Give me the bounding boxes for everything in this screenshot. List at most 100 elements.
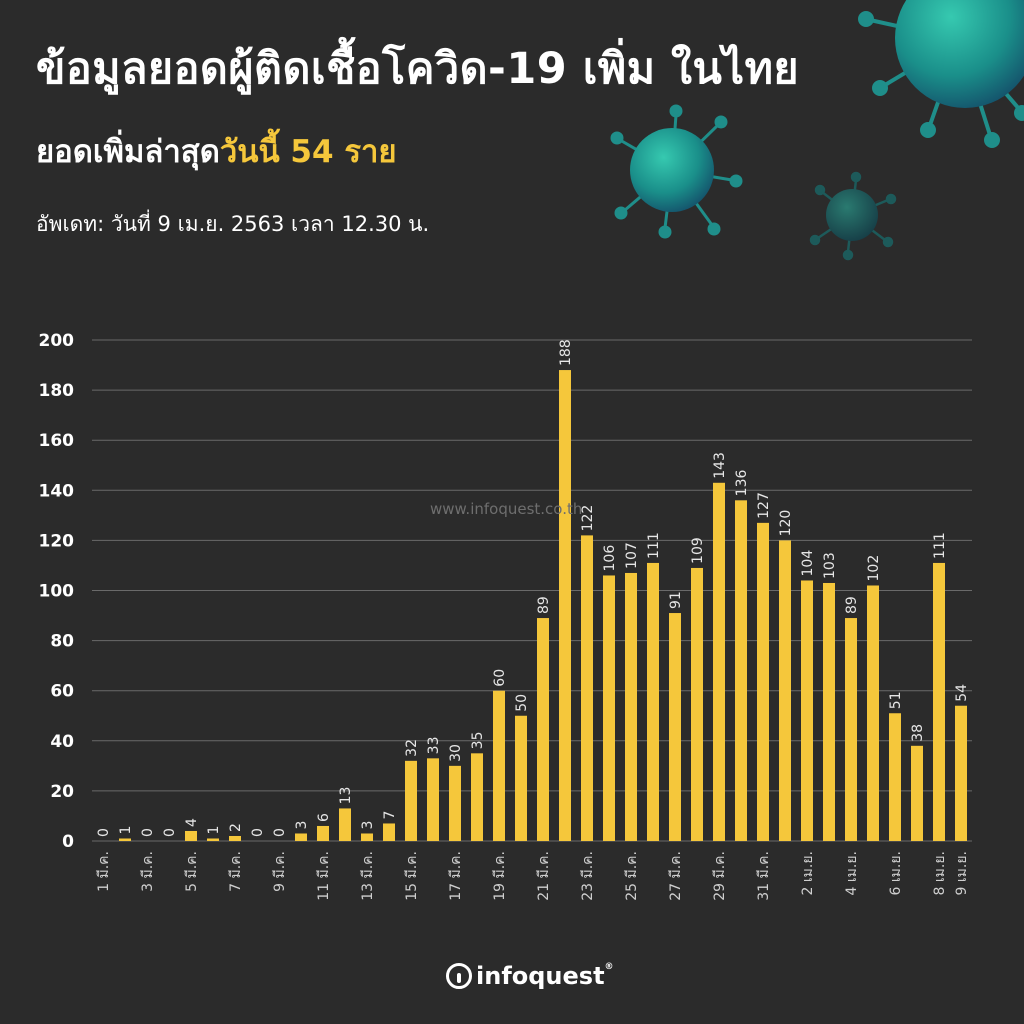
data-label: 89 xyxy=(536,596,552,614)
data-label: 91 xyxy=(668,591,684,609)
x-tick-label: 11 มี.ค. xyxy=(316,851,332,901)
logo-text-main: infoquest xyxy=(476,962,605,990)
virus-icon-medium xyxy=(610,104,743,239)
bar xyxy=(383,823,395,841)
data-label: 1 xyxy=(118,826,134,835)
y-tick-label: 180 xyxy=(39,381,75,401)
y-tick-label: 120 xyxy=(39,531,75,551)
subtitle: ยอดเพิ่มล่าสุดวันนี้ 54 ราย xyxy=(36,126,397,176)
data-label: 30 xyxy=(448,744,464,762)
data-label: 3 xyxy=(294,821,310,830)
bar xyxy=(823,582,835,841)
x-tick-label: 29 มี.ค. xyxy=(712,851,728,901)
x-tick-label: 9 มี.ค. xyxy=(272,851,288,892)
bar xyxy=(317,825,329,841)
x-tick-label: 21 มี.ค. xyxy=(536,851,552,901)
x-tick-label: 27 มี.ค. xyxy=(668,851,684,901)
bar xyxy=(295,833,307,841)
virus-icon-large xyxy=(858,0,1024,148)
x-tick-label: 9 เม.ย. xyxy=(954,851,970,895)
x-tick-label: 1 มี.ค. xyxy=(96,851,112,892)
data-label: 127 xyxy=(756,492,772,519)
data-label: 13 xyxy=(338,787,354,805)
x-tick-label: 6 เม.ย. xyxy=(888,851,904,895)
bar xyxy=(427,758,439,841)
x-tick-label: 3 มี.ค. xyxy=(140,851,156,892)
data-label: 111 xyxy=(646,532,662,559)
bar xyxy=(669,613,681,841)
update-timestamp: อัพเดท: วันที่ 9 เม.ย. 2563 เวลา 12.30 น… xyxy=(36,212,430,236)
bar xyxy=(603,575,615,841)
bar xyxy=(801,580,813,841)
bar xyxy=(515,715,527,841)
y-tick-label: 160 xyxy=(39,431,75,451)
data-label: 6 xyxy=(316,813,332,822)
logo-registered: ® xyxy=(604,962,614,972)
y-tick-label: 60 xyxy=(50,682,74,702)
bar xyxy=(493,690,505,841)
logo-icon xyxy=(446,963,472,989)
bar xyxy=(867,585,879,841)
data-label: 7 xyxy=(382,811,398,820)
bar xyxy=(779,540,791,841)
data-label: 111 xyxy=(932,532,948,559)
y-tick-label: 140 xyxy=(39,481,75,501)
virus-illustration xyxy=(610,0,1024,261)
data-label: 54 xyxy=(954,684,970,702)
bar xyxy=(361,833,373,841)
data-label: 33 xyxy=(426,737,442,755)
data-label: 2 xyxy=(228,823,244,832)
x-tick-label: 4 เม.ย. xyxy=(844,851,860,895)
bar xyxy=(955,705,967,841)
data-label: 0 xyxy=(96,828,112,837)
bar xyxy=(845,618,857,841)
data-label: 0 xyxy=(162,828,178,837)
bar xyxy=(339,808,351,841)
bar xyxy=(647,562,659,841)
data-label: 32 xyxy=(404,739,420,757)
x-tick-label: 15 มี.ค. xyxy=(404,851,420,901)
watermark: www.infoquest.co.th xyxy=(430,500,583,518)
data-label: 103 xyxy=(822,552,838,579)
x-tick-label: 23 มี.ค. xyxy=(580,851,596,901)
bar xyxy=(405,760,417,841)
x-tick-label: 17 มี.ค. xyxy=(448,851,464,901)
y-tick-label: 100 xyxy=(39,582,75,602)
y-tick-label: 0 xyxy=(62,832,74,852)
data-label: 143 xyxy=(712,452,728,479)
data-label: 1 xyxy=(206,826,222,835)
data-label: 0 xyxy=(250,828,266,837)
bar xyxy=(119,838,131,841)
y-tick-label: 20 xyxy=(50,782,74,802)
bar xyxy=(559,370,571,841)
bar xyxy=(185,830,197,841)
data-label: 3 xyxy=(360,821,376,830)
data-label: 122 xyxy=(580,505,596,532)
virus-icon-small xyxy=(809,171,897,261)
bar xyxy=(207,838,219,841)
bar xyxy=(625,572,637,841)
page-title: ข้อมูลยอดผู้ติดเชื้อโควิด-19 เพิ่ม ในไทย xyxy=(36,44,800,94)
bar xyxy=(735,500,747,841)
data-label: 35 xyxy=(470,731,486,749)
x-tick-label: 5 มี.ค. xyxy=(184,851,200,892)
bar xyxy=(229,835,241,841)
data-label: 51 xyxy=(888,691,904,709)
bar xyxy=(691,567,703,841)
bar xyxy=(713,482,725,841)
data-label: 188 xyxy=(558,339,574,366)
x-tick-label: 2 เม.ย. xyxy=(800,851,816,895)
data-label: 120 xyxy=(778,510,794,537)
data-label: 4 xyxy=(184,818,200,827)
bar xyxy=(537,618,549,841)
y-tick-label: 80 xyxy=(50,632,74,652)
bar xyxy=(889,713,901,841)
data-label: 102 xyxy=(866,555,882,582)
infoquest-logo: infoquest® xyxy=(446,962,614,990)
bar xyxy=(757,522,769,841)
data-label: 60 xyxy=(492,669,508,687)
bar xyxy=(933,562,945,841)
data-label: 0 xyxy=(140,828,156,837)
x-tick-label: 25 มี.ค. xyxy=(624,851,640,901)
